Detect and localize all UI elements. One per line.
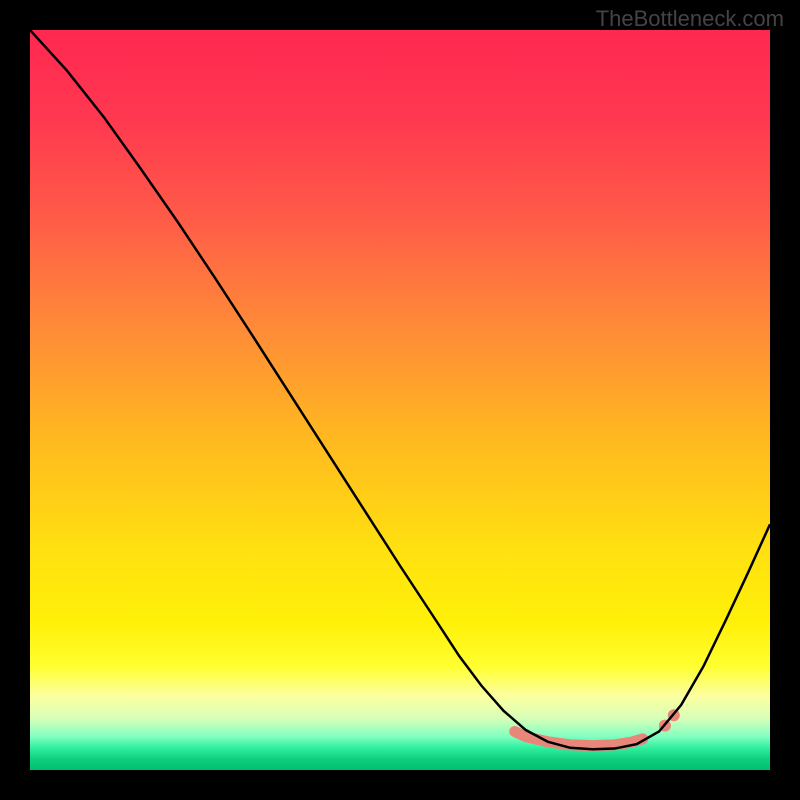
main-curve — [30, 30, 770, 749]
curve-overlay — [30, 30, 770, 770]
plot-area — [30, 30, 770, 770]
watermark-text: TheBottleneck.com — [596, 6, 784, 32]
